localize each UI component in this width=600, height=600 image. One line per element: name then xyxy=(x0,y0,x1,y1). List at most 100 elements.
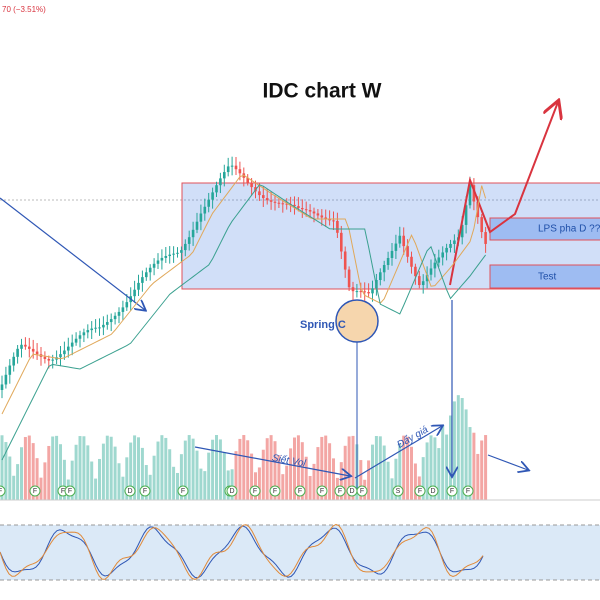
volume-bar xyxy=(43,462,47,500)
candle xyxy=(312,211,316,214)
volume-bar xyxy=(211,439,215,500)
event-marker xyxy=(334,485,346,497)
arrow xyxy=(194,446,350,476)
volume-bar xyxy=(257,467,261,500)
candle xyxy=(145,272,148,278)
volume-bar xyxy=(281,474,285,500)
candle xyxy=(12,356,15,366)
volume-bar xyxy=(31,443,35,500)
volume-bar xyxy=(269,435,273,500)
candle xyxy=(191,229,195,238)
volume-bar xyxy=(160,435,164,500)
volume-bar xyxy=(148,474,152,500)
volume-bar xyxy=(183,440,187,500)
candle xyxy=(367,292,370,294)
volume-bar xyxy=(179,454,183,500)
volume-bar xyxy=(324,435,328,500)
candle xyxy=(90,328,93,331)
candle xyxy=(70,342,74,347)
candle xyxy=(106,322,109,325)
event-letter: S xyxy=(396,488,401,495)
volume-bar xyxy=(359,460,363,500)
event-letter: F xyxy=(418,488,422,495)
test-box xyxy=(489,264,600,289)
volume-bar xyxy=(47,445,51,500)
candle xyxy=(141,277,144,283)
candle xyxy=(51,359,54,361)
volume-bar xyxy=(156,441,160,500)
candle xyxy=(28,346,31,349)
candle xyxy=(297,206,300,209)
candle xyxy=(67,346,70,351)
volume-bar xyxy=(406,436,410,500)
volume-bar xyxy=(20,447,23,500)
candle xyxy=(410,256,413,267)
volume-bar xyxy=(27,435,31,500)
candle xyxy=(148,267,152,273)
volume-bar xyxy=(195,450,199,500)
candle xyxy=(20,344,23,349)
volume-bar xyxy=(449,415,452,500)
candle xyxy=(59,354,62,358)
volume-bar xyxy=(51,436,55,500)
volume-bar xyxy=(168,449,172,500)
candle xyxy=(363,291,366,293)
volume-bar xyxy=(16,464,20,500)
volume-bar xyxy=(289,448,293,500)
candle xyxy=(484,232,487,244)
event-marker xyxy=(446,485,458,497)
volume-bar xyxy=(164,437,168,500)
volume-bar xyxy=(137,437,140,500)
volume-bar xyxy=(464,409,468,500)
candle xyxy=(351,287,355,292)
volume-bar xyxy=(203,471,207,500)
candle xyxy=(425,274,429,282)
volume-bar xyxy=(293,437,296,500)
volume-bar xyxy=(277,455,281,500)
candle xyxy=(207,199,210,207)
candles xyxy=(0,156,487,399)
volume-bar xyxy=(476,453,480,500)
candle xyxy=(460,224,464,238)
event-letter: D xyxy=(349,488,354,495)
candle xyxy=(102,324,105,328)
candle xyxy=(137,282,140,290)
candle xyxy=(398,235,402,244)
event-marker xyxy=(462,485,474,497)
volume-bar xyxy=(172,466,176,500)
siet-vol-label: Siết Vol xyxy=(271,452,307,470)
candle xyxy=(320,215,324,218)
volume-bar xyxy=(300,442,304,500)
candle xyxy=(390,250,394,258)
volume-bar xyxy=(472,432,476,500)
volume-bar xyxy=(332,458,335,500)
candle xyxy=(406,246,409,257)
event-marker xyxy=(356,485,368,497)
candle xyxy=(223,172,226,179)
candle xyxy=(16,348,19,357)
volume-bar xyxy=(117,463,121,500)
volume-bar xyxy=(109,436,113,500)
volume-bar xyxy=(70,460,74,500)
volume-bar xyxy=(402,435,406,500)
event-letter: F xyxy=(273,488,277,495)
volume-bar xyxy=(410,446,413,500)
event-letter: F xyxy=(181,488,185,495)
event-letter: F xyxy=(253,488,257,495)
candle xyxy=(429,268,433,275)
volume-bar xyxy=(413,463,417,500)
volume-bar xyxy=(207,452,211,500)
range-box xyxy=(181,182,600,290)
volume-bar xyxy=(456,395,460,500)
event-marker xyxy=(249,485,261,497)
candle xyxy=(203,206,207,214)
volume-bar xyxy=(152,455,156,500)
volume-bar xyxy=(238,438,242,500)
candle xyxy=(336,220,339,233)
candle xyxy=(421,281,425,286)
volume-bar xyxy=(351,435,355,500)
candle xyxy=(414,266,417,277)
event-letter: F xyxy=(338,488,342,495)
candle xyxy=(82,332,86,336)
candle xyxy=(328,219,331,221)
